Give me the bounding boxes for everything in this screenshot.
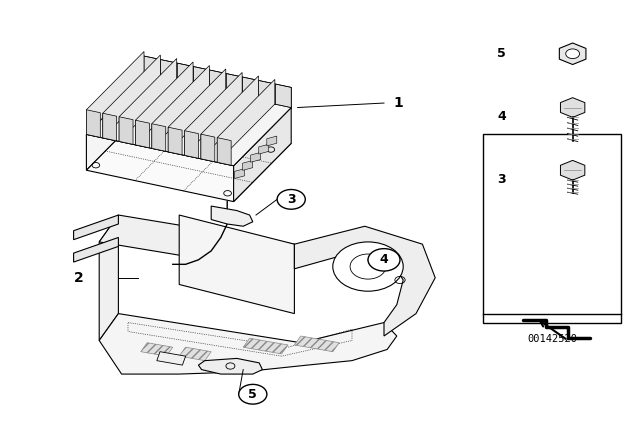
Circle shape: [277, 190, 305, 209]
Polygon shape: [217, 79, 275, 162]
Polygon shape: [235, 169, 244, 179]
Polygon shape: [184, 131, 198, 158]
Polygon shape: [193, 66, 209, 90]
Text: 4: 4: [497, 110, 506, 123]
Polygon shape: [184, 73, 242, 155]
Text: 3: 3: [497, 172, 506, 186]
Polygon shape: [86, 110, 100, 138]
Circle shape: [239, 384, 267, 404]
Polygon shape: [86, 76, 291, 166]
Polygon shape: [251, 152, 260, 162]
Polygon shape: [226, 73, 242, 97]
Circle shape: [566, 49, 580, 59]
Polygon shape: [561, 160, 585, 180]
Polygon shape: [559, 43, 586, 65]
Polygon shape: [201, 134, 215, 162]
Polygon shape: [74, 237, 118, 262]
Polygon shape: [198, 358, 262, 374]
Polygon shape: [74, 215, 118, 240]
Polygon shape: [294, 226, 435, 336]
Text: 3: 3: [287, 193, 296, 206]
Polygon shape: [259, 144, 269, 154]
Polygon shape: [179, 347, 211, 361]
Polygon shape: [294, 336, 339, 352]
Polygon shape: [168, 69, 226, 152]
Polygon shape: [217, 138, 231, 165]
Polygon shape: [136, 120, 149, 148]
Polygon shape: [99, 314, 397, 374]
Polygon shape: [119, 59, 177, 142]
Text: 5: 5: [497, 47, 506, 60]
Text: 5: 5: [248, 388, 257, 401]
Polygon shape: [561, 98, 585, 117]
Polygon shape: [157, 352, 186, 365]
Polygon shape: [179, 215, 294, 314]
Circle shape: [368, 249, 400, 271]
Polygon shape: [86, 52, 144, 134]
Polygon shape: [243, 160, 253, 170]
Polygon shape: [103, 55, 161, 138]
Polygon shape: [243, 338, 288, 354]
Polygon shape: [177, 63, 193, 86]
Polygon shape: [209, 70, 226, 94]
Polygon shape: [99, 215, 294, 271]
Polygon shape: [119, 117, 133, 144]
Text: 00142520: 00142520: [527, 334, 577, 344]
Bar: [483, 134, 621, 323]
Circle shape: [333, 242, 403, 291]
Polygon shape: [161, 60, 177, 83]
Text: 4: 4: [380, 253, 388, 267]
Polygon shape: [275, 84, 291, 108]
Polygon shape: [144, 56, 161, 80]
Polygon shape: [234, 108, 291, 202]
Polygon shape: [211, 206, 253, 226]
Polygon shape: [103, 113, 116, 141]
Polygon shape: [152, 124, 166, 151]
Text: 2: 2: [74, 271, 83, 285]
Polygon shape: [141, 343, 173, 356]
Polygon shape: [136, 62, 193, 145]
Polygon shape: [242, 77, 259, 100]
Polygon shape: [152, 65, 209, 148]
Polygon shape: [86, 76, 291, 166]
Polygon shape: [99, 215, 118, 340]
Polygon shape: [201, 76, 259, 159]
Polygon shape: [259, 80, 275, 104]
Text: 1: 1: [394, 96, 403, 110]
Polygon shape: [86, 76, 144, 170]
Polygon shape: [86, 112, 291, 202]
Polygon shape: [168, 127, 182, 155]
Polygon shape: [267, 136, 277, 146]
